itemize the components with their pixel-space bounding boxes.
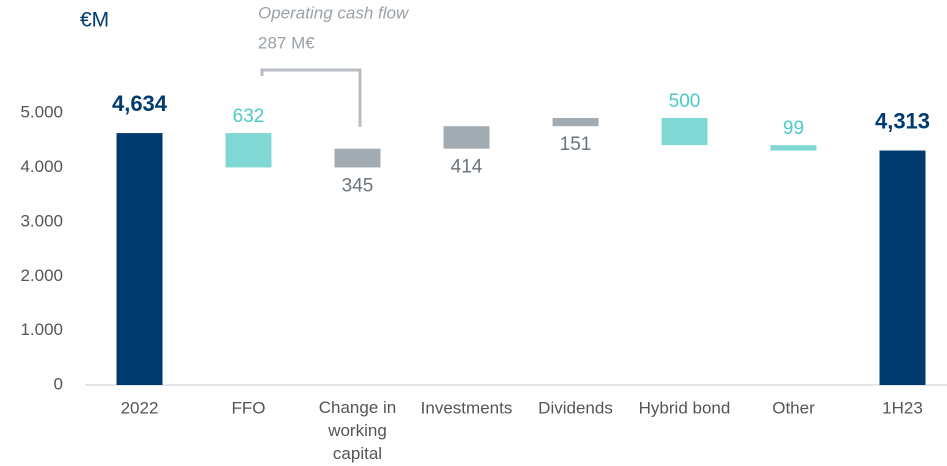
value-label: 345 [342,175,374,196]
value-label: 414 [451,157,483,178]
bar [443,126,490,149]
x-tick-label: 1H23 [882,398,923,417]
x-tick-label: Hybrid bond [639,398,731,417]
x-tick-label: Change in working capital [319,398,397,463]
x-tick-label: 2022 [121,398,159,417]
annotation-bracket [260,68,362,127]
annotation-value: 287 M€ [258,33,315,52]
value-label: 4,313 [875,108,930,133]
y-tick-label: 4.000 [20,157,63,176]
bar [116,133,163,385]
unit-label: €M [80,9,109,32]
y-tick-label: 1.000 [20,320,63,339]
value-label: 632 [233,106,265,127]
bar [661,117,708,146]
value-label: 500 [669,91,701,112]
x-tick-label: FFO [232,398,266,417]
y-tick-label: 3.000 [20,211,63,230]
x-tick-label: Dividends [538,398,613,417]
bar [225,133,272,168]
bar [552,117,599,127]
bar [334,148,381,168]
y-tick-label: 2.000 [20,266,63,285]
value-label: 151 [560,134,592,155]
bar [879,150,926,385]
bar [770,145,817,151]
value-label: 99 [783,118,804,139]
x-tick-label: Investments [421,398,513,417]
y-tick-label: 0 [54,374,63,393]
x-tick-label: Other [772,398,815,417]
value-label: 4,634 [112,91,168,116]
y-tick-label: 5.000 [20,103,63,122]
annotation-title: Operating cash flow [258,3,410,22]
